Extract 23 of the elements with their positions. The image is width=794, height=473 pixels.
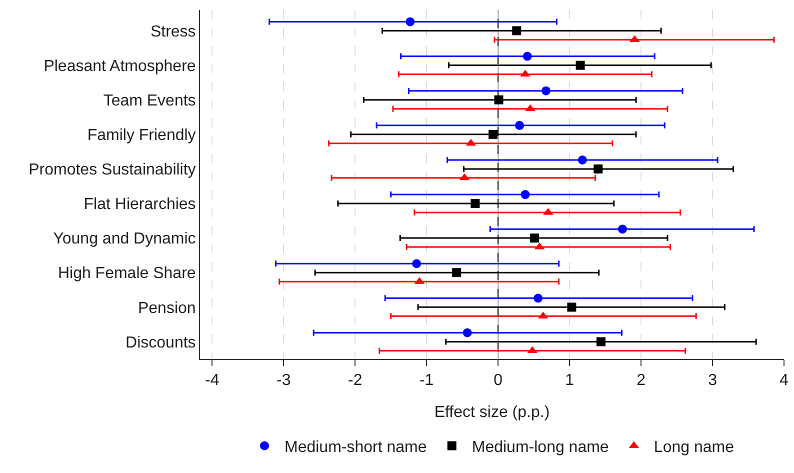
x-tick-label: 1 <box>565 372 574 390</box>
y-tick-label: Young and Dynamic <box>53 230 196 248</box>
y-tick-label: Stress <box>150 23 196 40</box>
y-tick-label: Pleasant Atmosphere <box>44 58 196 75</box>
x-tick-label: -4 <box>205 372 220 390</box>
y-tick-label: Family Friendly <box>87 127 196 144</box>
x-tick-label: -1 <box>419 372 434 390</box>
x-axis-title: Effect size (p.p.) <box>434 404 550 421</box>
x-tick-label: 0 <box>494 372 503 390</box>
x-tick-label: -2 <box>348 372 362 390</box>
legend-label: Medium-short name <box>284 438 427 456</box>
y-tick-label: Flat Hierarchies <box>84 196 196 214</box>
x-tick-label: 3 <box>708 372 718 390</box>
x-tick-label: -3 <box>276 372 291 390</box>
x-tick-label: 2 <box>636 372 646 390</box>
x-tick-label: 4 <box>780 372 789 390</box>
y-tick-label: Promotes Sustainability <box>28 162 196 179</box>
y-tick-label: High Female Share <box>58 265 196 282</box>
legend-label: Medium-long name <box>472 438 609 456</box>
legend-label: Long name <box>654 438 734 456</box>
y-tick-label: Team Events <box>103 92 196 110</box>
y-tick-label: Pension <box>138 300 196 317</box>
y-tick-label: Discounts <box>126 334 196 352</box>
